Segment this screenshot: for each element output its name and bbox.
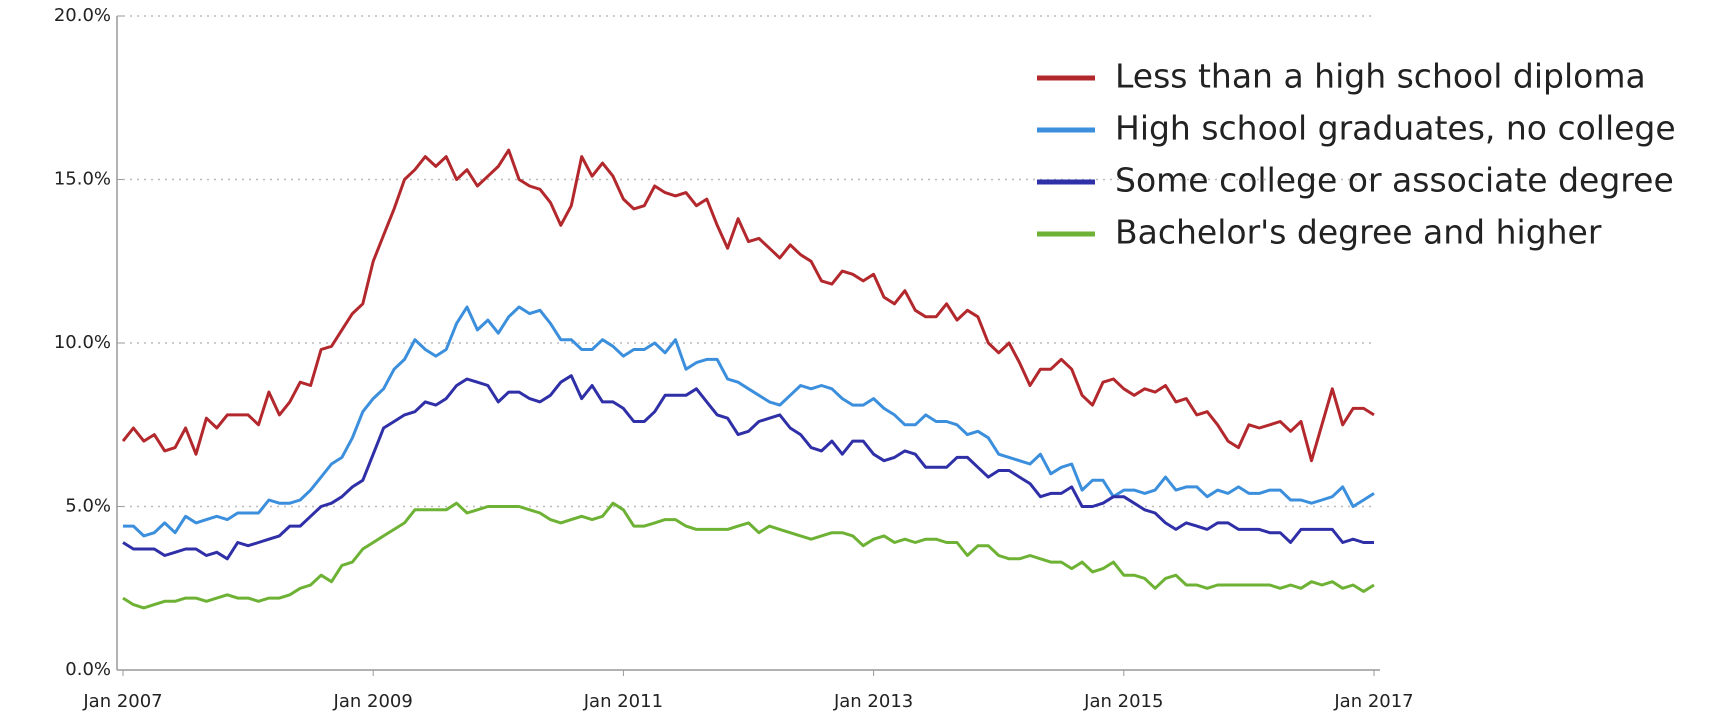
x-tick-label: Jan 2009: [333, 691, 413, 712]
series-line: [123, 305, 1375, 538]
legend-label: Some college or associate degree: [1115, 161, 1674, 200]
legend-label: Bachelor's degree and higher: [1115, 213, 1602, 252]
y-tick-label: 5.0%: [65, 496, 111, 517]
y-tick-label: 20.0%: [54, 5, 111, 26]
legend-label: High school graduates, no college: [1115, 109, 1676, 148]
series-line: [122, 501, 1375, 610]
x-tick-label: Jan 2013: [833, 691, 913, 712]
x-tick-label: Jan 2017: [1333, 691, 1413, 712]
y-tick-label: 10.0%: [54, 332, 111, 353]
legend-label: Less than a high school diploma: [1115, 57, 1646, 96]
x-tick-label: Jan 2011: [583, 691, 663, 712]
y-tick-label: 0.0%: [65, 659, 111, 680]
series-line: [121, 148, 1375, 463]
y-tick-label: 15.0%: [54, 169, 111, 190]
x-tick-label: Jan 2015: [1083, 691, 1163, 712]
series-line: [122, 374, 1374, 561]
x-tick-label: Jan 2007: [82, 691, 162, 712]
